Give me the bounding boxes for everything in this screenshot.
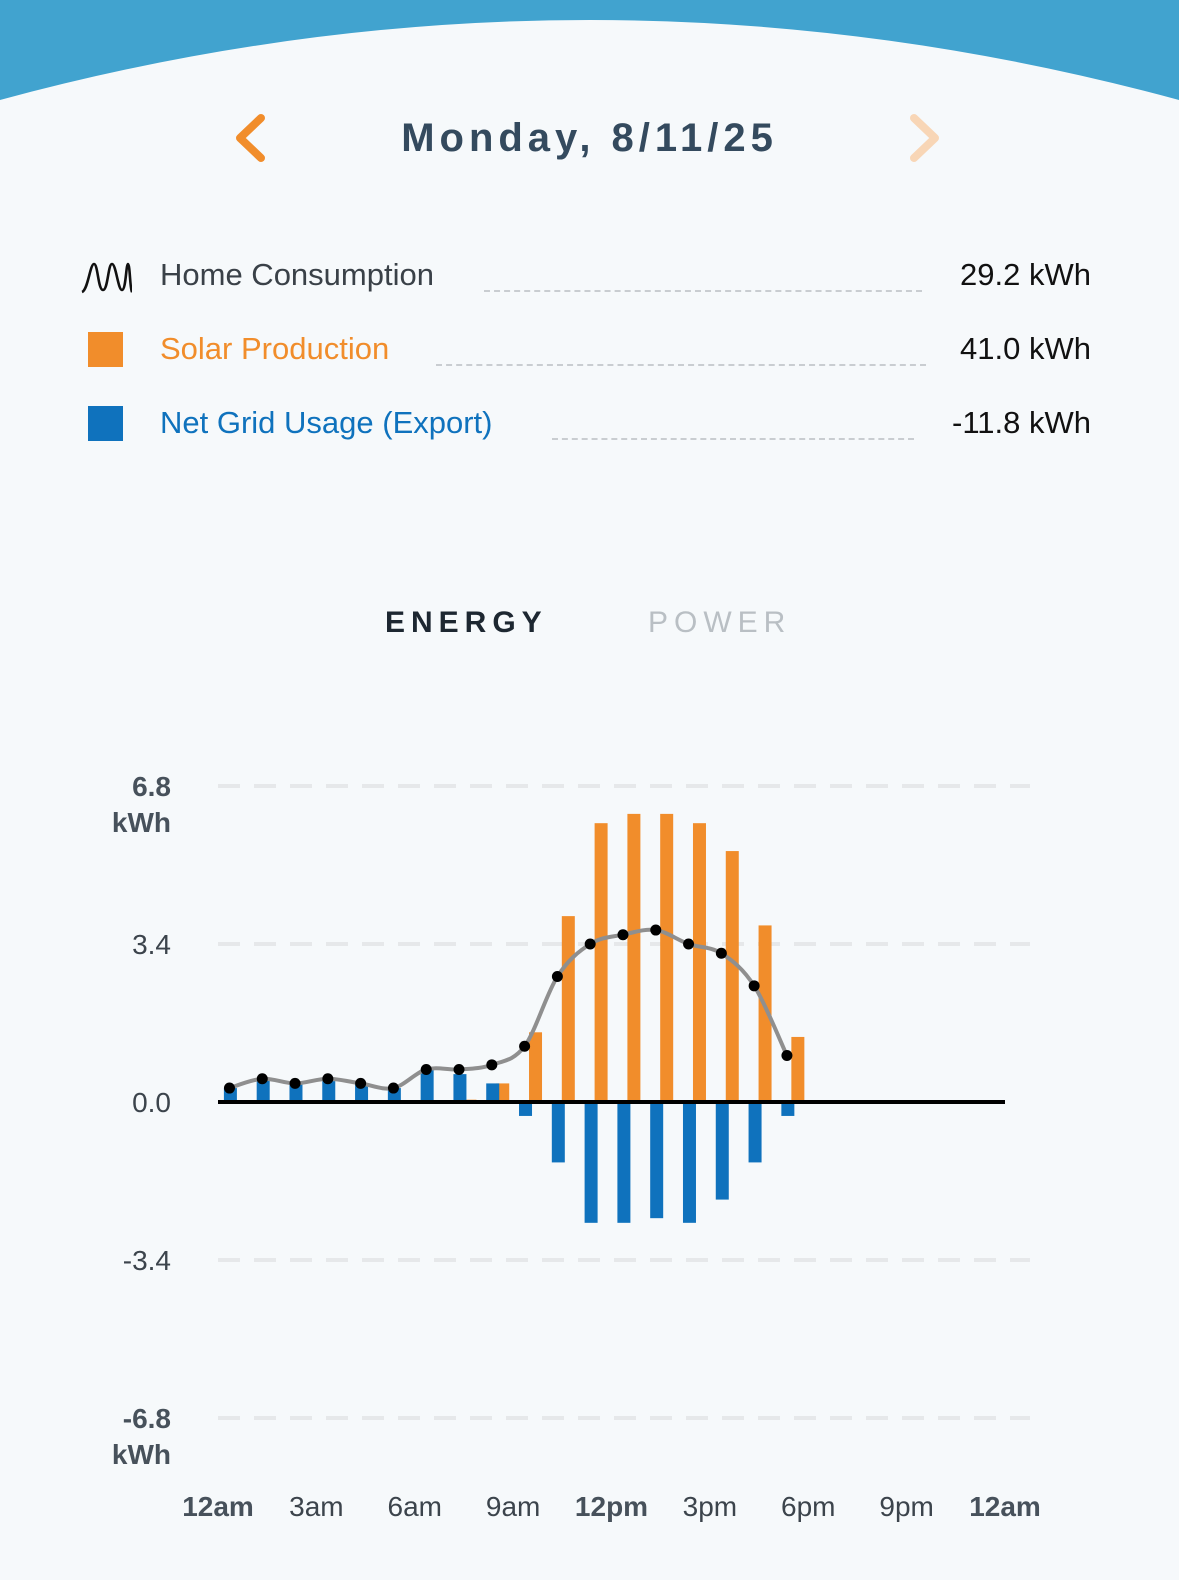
chevron-right-icon bbox=[910, 114, 939, 162]
consumption-line bbox=[223, 924, 793, 1094]
grid-bar bbox=[584, 1102, 598, 1223]
y-tick-label: 6.8 bbox=[132, 771, 171, 802]
consumption-point bbox=[256, 1073, 268, 1085]
consumption-point bbox=[551, 971, 563, 983]
leader-line bbox=[552, 438, 914, 440]
grid-bar bbox=[715, 1102, 729, 1200]
x-tick-label: 12am bbox=[969, 1491, 1041, 1522]
leader-line bbox=[436, 364, 926, 366]
tab-power[interactable]: POWER bbox=[648, 606, 792, 639]
next-day-button[interactable] bbox=[900, 110, 950, 166]
consumption-point bbox=[355, 1077, 367, 1089]
solar-bar bbox=[529, 1032, 543, 1102]
x-tick-label: 3pm bbox=[683, 1491, 737, 1522]
consumption-point bbox=[748, 980, 760, 992]
chevron-left-icon bbox=[236, 114, 265, 162]
chart-bars bbox=[223, 813, 805, 1223]
legend-row-solar-production: Solar Production 41.0 kWh bbox=[0, 324, 1179, 374]
solar-bar bbox=[725, 851, 739, 1102]
x-axis-labels: 12am 3am 6am 9am 12pm 3pm 6pm 9pm 12am bbox=[182, 1491, 1041, 1522]
solar-bar bbox=[791, 1036, 805, 1102]
consumption-point bbox=[289, 1077, 301, 1089]
consumption-point bbox=[617, 929, 629, 941]
net-grid-usage-label: Net Grid Usage (Export) bbox=[160, 405, 493, 440]
grid-bar bbox=[748, 1102, 762, 1163]
y-axis-labels: 6.8 kWh 3.4 0.0 -3.4 -6.8 kWh bbox=[112, 771, 171, 1470]
energy-chart: 6.8 kWh 3.4 0.0 -3.4 -6.8 kWh 12am 3am 6am 9am 12p… bbox=[112, 771, 1041, 1522]
consumption-point bbox=[486, 1059, 498, 1071]
grid-bar bbox=[519, 1102, 533, 1116]
solar-bar bbox=[594, 823, 608, 1102]
consumption-point bbox=[519, 1040, 531, 1052]
leader-line bbox=[484, 290, 922, 292]
grid-bar bbox=[551, 1102, 565, 1163]
grid-bar bbox=[781, 1102, 795, 1116]
x-tick-label: 9pm bbox=[879, 1491, 933, 1522]
grid-bar bbox=[650, 1102, 664, 1219]
consumption-point bbox=[322, 1073, 334, 1085]
solar-bar bbox=[496, 1083, 510, 1102]
consumption-point bbox=[715, 947, 727, 959]
x-tick-label: 3am bbox=[289, 1491, 343, 1522]
consumption-point bbox=[223, 1082, 235, 1094]
consumption-point bbox=[650, 924, 662, 936]
solar-bar bbox=[627, 813, 641, 1102]
legend-row-home-consumption: Home Consumption 29.2 kWh bbox=[0, 250, 1179, 300]
solar-swatch bbox=[88, 332, 123, 367]
x-tick-label: 9am bbox=[486, 1491, 540, 1522]
home-consumption-label: Home Consumption bbox=[160, 257, 434, 292]
solar-bar bbox=[692, 823, 706, 1102]
x-tick-label: 12am bbox=[182, 1491, 254, 1522]
consumption-point bbox=[453, 1063, 465, 1075]
consumption-point bbox=[387, 1082, 399, 1094]
consumption-point bbox=[584, 938, 596, 950]
grid-bar bbox=[682, 1102, 696, 1223]
grid-bar bbox=[617, 1102, 631, 1223]
grid-bar bbox=[256, 1078, 270, 1102]
grid-swatch bbox=[88, 406, 123, 441]
chart-gridlines bbox=[218, 784, 1030, 1420]
solar-production-label: Solar Production bbox=[160, 331, 390, 366]
solar-bar bbox=[758, 925, 772, 1102]
y-tick-label: 3.4 bbox=[132, 929, 171, 960]
header-arc bbox=[0, 0, 1179, 100]
grid-bar bbox=[420, 1069, 434, 1102]
x-tick-label: 6pm bbox=[781, 1491, 835, 1522]
grid-bar bbox=[453, 1074, 467, 1102]
legend-row-net-grid-usage: Net Grid Usage (Export) -11.8 kWh bbox=[0, 398, 1179, 448]
consumption-point bbox=[683, 938, 695, 950]
consumption-wave-icon bbox=[81, 262, 132, 294]
y-tick-label: 0.0 bbox=[132, 1087, 171, 1118]
y-unit-label: kWh bbox=[112, 807, 171, 838]
date-navigator: Monday, 8/11/25 bbox=[0, 110, 1179, 170]
previous-day-button[interactable] bbox=[230, 110, 280, 166]
x-tick-label: 12pm bbox=[575, 1491, 648, 1522]
solar-production-value: 41.0 kWh bbox=[960, 331, 1091, 366]
solar-bar bbox=[561, 916, 575, 1102]
date-title: Monday, 8/11/25 bbox=[401, 116, 778, 160]
net-grid-usage-value: -11.8 kWh bbox=[952, 405, 1091, 440]
header-background bbox=[0, 0, 1179, 100]
solar-bar bbox=[660, 813, 674, 1102]
home-consumption-value: 29.2 kWh bbox=[960, 257, 1091, 292]
consumption-point bbox=[781, 1050, 793, 1062]
y-unit-label: kWh bbox=[112, 1439, 171, 1470]
grid-bar bbox=[322, 1081, 336, 1102]
grid-bar bbox=[486, 1083, 500, 1102]
tab-energy[interactable]: ENERGY bbox=[385, 606, 548, 639]
consumption-point bbox=[420, 1063, 432, 1075]
view-tabs: ENERGY POWER bbox=[0, 603, 1179, 647]
x-tick-label: 6am bbox=[388, 1491, 442, 1522]
y-tick-label: -3.4 bbox=[123, 1245, 171, 1276]
y-tick-label: -6.8 bbox=[123, 1403, 171, 1434]
